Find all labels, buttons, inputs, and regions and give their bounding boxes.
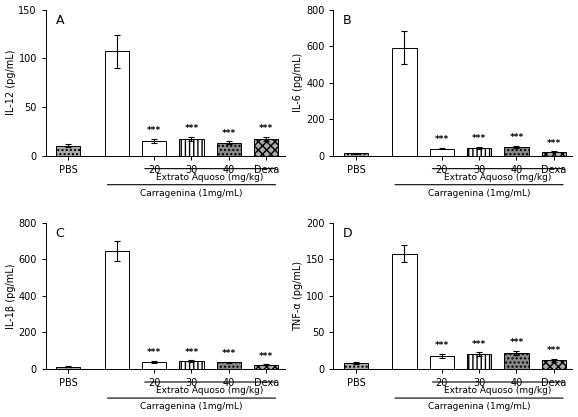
Y-axis label: TNF-α (pg/mL): TNF-α (pg/mL) (293, 261, 303, 331)
Bar (429, 356, 454, 369)
Bar (504, 353, 528, 369)
Text: Extrato Aquoso (mg/kg): Extrato Aquoso (mg/kg) (444, 173, 551, 182)
Text: A: A (55, 14, 64, 27)
Text: Carragenina (1mg/mL): Carragenina (1mg/mL) (428, 189, 531, 198)
Bar (217, 143, 241, 156)
Y-axis label: IL-1β (pg/mL): IL-1β (pg/mL) (6, 263, 16, 329)
Bar (542, 152, 566, 156)
Bar (56, 367, 80, 369)
Bar (105, 251, 129, 369)
Bar (542, 360, 566, 369)
Bar (504, 147, 528, 156)
Text: Carragenina (1mg/mL): Carragenina (1mg/mL) (140, 402, 243, 412)
Bar (217, 362, 241, 369)
Bar (142, 362, 166, 369)
Text: ***: *** (222, 129, 236, 138)
Text: ***: *** (184, 348, 199, 357)
Text: ***: *** (547, 139, 561, 148)
Y-axis label: IL-6 (pg/mL): IL-6 (pg/mL) (293, 53, 303, 112)
Text: C: C (55, 227, 64, 240)
Text: ***: *** (472, 340, 486, 349)
Text: ***: *** (184, 124, 199, 133)
Text: ***: *** (509, 338, 524, 347)
Bar (105, 51, 129, 156)
Text: ***: *** (259, 124, 273, 133)
Bar (254, 365, 278, 369)
Bar (392, 48, 417, 156)
Bar (467, 148, 491, 156)
Text: Extrato Aquoso (mg/kg): Extrato Aquoso (mg/kg) (444, 387, 551, 395)
Bar (467, 354, 491, 369)
Text: ***: *** (472, 134, 486, 143)
Bar (179, 361, 203, 369)
Bar (142, 141, 166, 156)
Bar (179, 139, 203, 156)
Text: ***: *** (547, 346, 561, 355)
Text: B: B (343, 14, 351, 27)
Text: ***: *** (147, 348, 161, 357)
Bar (344, 153, 368, 156)
Bar (429, 148, 454, 156)
Bar (392, 254, 417, 369)
Text: Extrato Aquoso (mg/kg): Extrato Aquoso (mg/kg) (157, 387, 264, 395)
Text: D: D (343, 227, 353, 240)
Text: ***: *** (435, 341, 449, 350)
Text: Carragenina (1mg/mL): Carragenina (1mg/mL) (428, 402, 531, 412)
Text: ***: *** (435, 135, 449, 144)
Text: ***: *** (222, 349, 236, 358)
Y-axis label: IL-12 (pg/mL): IL-12 (pg/mL) (6, 50, 16, 115)
Text: Carragenina (1mg/mL): Carragenina (1mg/mL) (140, 189, 243, 198)
Text: ***: *** (259, 352, 273, 361)
Text: ***: *** (509, 133, 524, 142)
Bar (254, 139, 278, 156)
Bar (56, 146, 80, 156)
Bar (344, 363, 368, 369)
Text: ***: *** (147, 126, 161, 136)
Text: Extrato Aquoso (mg/kg): Extrato Aquoso (mg/kg) (157, 173, 264, 182)
